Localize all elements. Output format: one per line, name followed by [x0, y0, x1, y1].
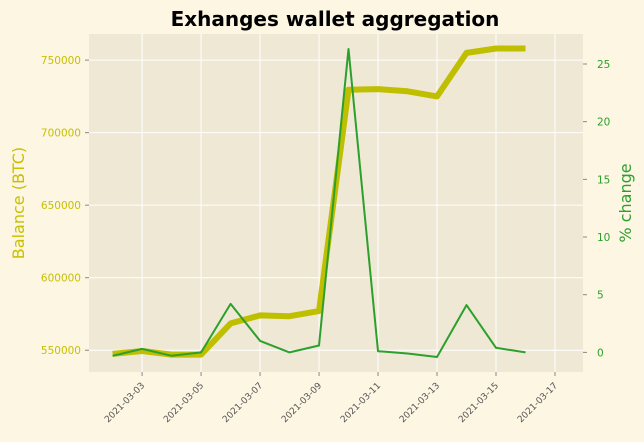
left-tick-label: 650000 [41, 200, 81, 212]
pct-change-line [112, 48, 526, 358]
x-tick-label: 2021-03-09 [280, 381, 324, 425]
right-tick-label: 15 [597, 174, 610, 186]
x-tick-label: 2021-03-05 [162, 381, 206, 425]
x-tick-label: 2021-03-15 [457, 381, 501, 425]
right-tick-label: 5 [597, 290, 604, 302]
x-tick-label: 2021-03-13 [398, 381, 442, 425]
x-tick-label: 2021-03-17 [516, 381, 560, 425]
left-tick-label: 550000 [41, 345, 81, 357]
y-axis-label-left: Balance (BTC) [9, 147, 28, 259]
left-tick-label: 600000 [41, 273, 81, 285]
x-tick-label: 2021-03-11 [339, 381, 383, 425]
x-tick-label: 2021-03-07 [221, 381, 265, 425]
left-axis-ticks: 550000 600000 650000 700000 750000 [41, 55, 89, 357]
series-layer [112, 45, 526, 358]
x-axis-ticks: 2021-03-03 2021-03-05 2021-03-07 2021-03-09… [103, 372, 560, 425]
left-tick-label: 700000 [41, 128, 81, 140]
right-tick-label: 10 [597, 232, 610, 244]
right-tick-label: 20 [597, 117, 610, 129]
right-axis-ticks: 0 5 10 15 20 25 [583, 59, 610, 359]
right-tick-label: 0 [597, 347, 604, 359]
y-axis-label-right: % change [616, 163, 635, 242]
x-tick-label: 2021-03-03 [103, 381, 147, 425]
left-tick-label: 750000 [41, 55, 81, 67]
right-tick-label: 25 [597, 59, 610, 71]
chart-title: Exhanges wallet aggregation [171, 7, 500, 31]
